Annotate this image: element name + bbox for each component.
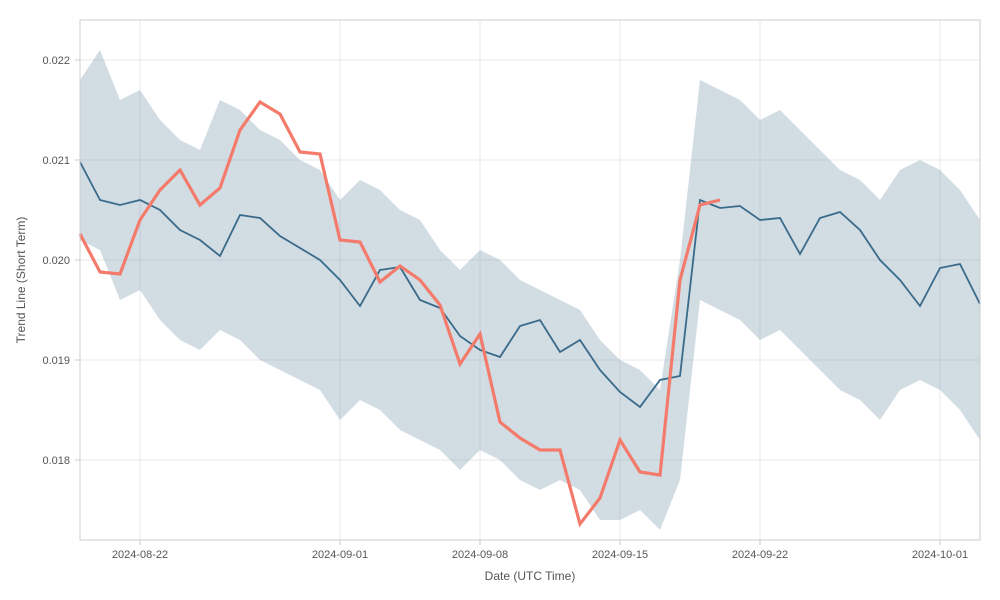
x-tick-label: 2024-09-01: [312, 549, 368, 561]
y-axis-label: Trend Line (Short Term): [14, 217, 28, 344]
x-axis-label: Date (UTC Time): [485, 569, 576, 583]
y-tick-label: 0.019: [42, 355, 70, 367]
x-tick-label: 2024-08-22: [112, 549, 168, 561]
trend-chart: 2024-08-22 2024-09-01 2024-09-08 2024-09-15…: [0, 0, 1000, 600]
x-tick-label: 2024-09-15: [592, 549, 648, 561]
y-tick-label: 0.021: [42, 155, 70, 167]
y-tick-label: 0.022: [42, 55, 70, 67]
confidence-band: [80, 50, 980, 530]
x-tick-label: 2024-10-01: [912, 549, 968, 561]
x-tick-label: 2024-09-22: [732, 549, 788, 561]
x-tick-label: 2024-09-08: [452, 549, 508, 561]
y-tick-label: 0.020: [42, 255, 70, 267]
y-tick-label: 0.018: [42, 455, 70, 467]
chart-svg: 2024-08-22 2024-09-01 2024-09-08 2024-09-15…: [0, 0, 1000, 600]
